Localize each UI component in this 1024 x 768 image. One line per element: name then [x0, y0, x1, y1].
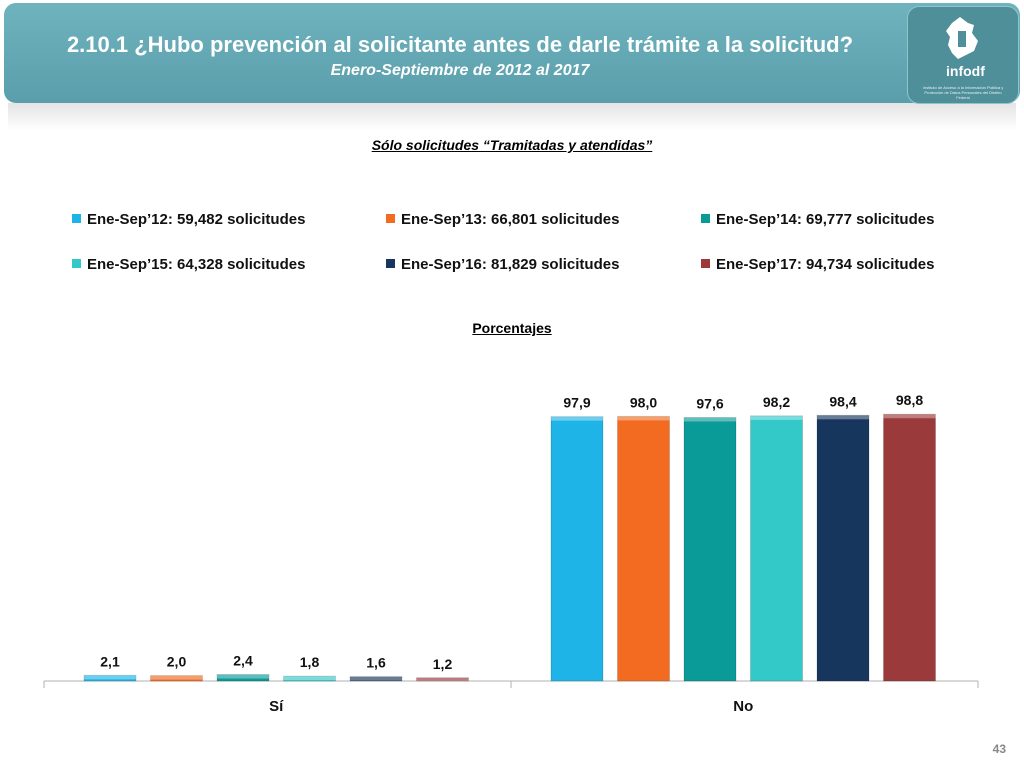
bar: [550, 416, 604, 682]
bar-highlight: [551, 416, 603, 421]
bar-highlight: [617, 416, 670, 421]
bar: [83, 674, 137, 682]
legend-label: Ene-Sep’14: 69,777 solicitudes: [716, 211, 935, 228]
data-label: 2,0: [167, 654, 187, 670]
legend-swatch: [701, 259, 710, 268]
legend-item-2015: Ene-Sep’15: 64,328 solicitudes: [72, 256, 305, 273]
bar: [416, 677, 469, 682]
data-label: 97,9: [563, 395, 590, 411]
bar-highlight: [150, 675, 203, 680]
bar-highlight: [283, 676, 336, 681]
data-label: 2,1: [100, 653, 120, 669]
legend-label: Ene-Sep’13: 66,801 solicitudes: [401, 211, 620, 228]
legend-swatch: [72, 259, 81, 268]
legend-item-2017: Ene-Sep’17: 94,734 solicitudes: [701, 256, 934, 273]
data-label: 98,4: [829, 393, 856, 409]
legend-swatch: [386, 259, 395, 268]
data-label: 2,4: [233, 653, 253, 669]
filter-label: Sólo solicitudes “Tramitadas y atendidas…: [371, 137, 653, 153]
bar-highlight: [350, 676, 402, 681]
y-axis-title: Porcentajes: [472, 320, 552, 336]
bar-chart: 2,1 2,0 2,4 1,8 1,6 1,2 Sí 97,9 98,0 97,6 98,2 98,4…: [43, 392, 979, 715]
data-label: 98,8: [896, 392, 923, 408]
bar: [283, 675, 336, 682]
infodf-logo: infodf Instituto de Acceso a la Informac…: [907, 6, 1019, 104]
bar-highlight: [84, 675, 136, 680]
bar-highlight: [883, 414, 936, 419]
legend-swatch: [386, 214, 395, 223]
legend-item-2016: Ene-Sep’16: 81,829 solicitudes: [386, 256, 619, 273]
category-label: Sí: [269, 698, 284, 715]
page-number: 43: [992, 742, 1006, 756]
data-label: 1,2: [433, 656, 453, 672]
data-label: 98,2: [763, 394, 790, 410]
data-label: 97,6: [696, 395, 723, 411]
legend-swatch: [701, 214, 710, 223]
bar-highlight: [217, 674, 269, 679]
data-label: 1,6: [366, 655, 386, 671]
legend-label: Ene-Sep’17: 94,734 solicitudes: [716, 256, 935, 273]
bar: [216, 674, 270, 682]
legend-label: Ene-Sep’16: 81,829 solicitudes: [401, 256, 620, 273]
bar-highlight: [750, 415, 803, 420]
data-label: 98,0: [630, 394, 657, 410]
bar-highlight: [416, 677, 469, 681]
bar: [750, 415, 803, 682]
header-shadow: [8, 103, 1016, 131]
bar: [816, 414, 870, 682]
bar: [349, 676, 403, 682]
page-subtitle: Enero-Septiembre de 2012 al 2017: [330, 62, 590, 79]
legend-item-2014: Ene-Sep’14: 69,777 solicitudes: [701, 211, 934, 228]
bar-highlight: [684, 417, 736, 422]
legend-swatch: [72, 214, 81, 223]
bar: [150, 675, 203, 682]
page-title: 2.10.1 ¿Hubo prevención al solicitante a…: [66, 32, 854, 57]
bar-highlight: [817, 415, 869, 420]
logo-caption: Instituto de Acceso a la Información Púb…: [922, 85, 1004, 100]
bar: [617, 415, 670, 682]
legend-label: Ene-Sep’15: 64,328 solicitudes: [87, 256, 306, 273]
bar: [883, 413, 936, 682]
data-label: 1,8: [300, 654, 320, 670]
header-banner: [4, 3, 1020, 103]
bar: [683, 416, 737, 682]
legend-label: Ene-Sep’12: 59,482 solicitudes: [87, 211, 306, 228]
category-label: No: [733, 698, 753, 715]
legend-item-2012: Ene-Sep’12: 59,482 solicitudes: [72, 211, 305, 228]
logo-text: infodf: [946, 63, 985, 79]
city-emblem-icon: [946, 17, 978, 59]
legend-item-2013: Ene-Sep’13: 66,801 solicitudes: [386, 211, 619, 228]
